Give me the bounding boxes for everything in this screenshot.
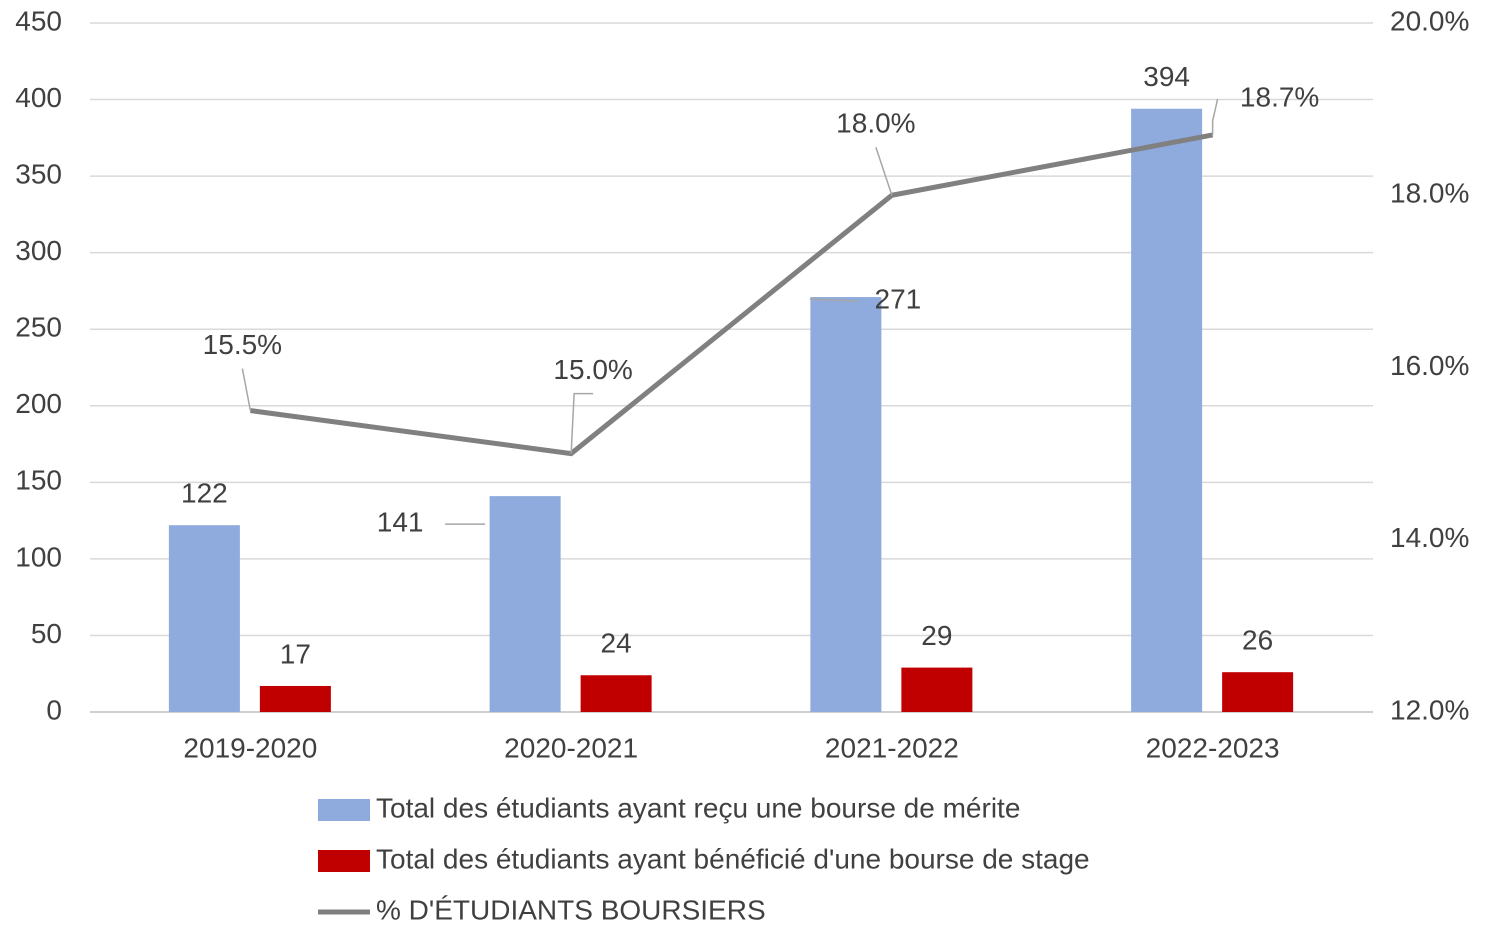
bar bbox=[259, 685, 331, 712]
data-label: 15.0% bbox=[553, 354, 632, 385]
legend-swatch bbox=[318, 799, 370, 821]
bar bbox=[489, 496, 561, 712]
data-label: 18.0% bbox=[836, 108, 915, 139]
y-tick-label: 450 bbox=[15, 5, 62, 36]
data-label: 141 bbox=[377, 507, 424, 538]
leader-line bbox=[809, 298, 858, 302]
data-label: 18.7% bbox=[1240, 81, 1319, 112]
x-tick-label: 2020-2021 bbox=[504, 732, 638, 763]
y2-tick-label: 16.0% bbox=[1390, 350, 1469, 381]
x-tick-label: 2019-2020 bbox=[183, 732, 317, 763]
y-tick-label: 350 bbox=[15, 159, 62, 190]
y2-tick-label: 20.0% bbox=[1390, 5, 1469, 36]
leader-line bbox=[875, 147, 893, 196]
data-label: 394 bbox=[1143, 61, 1190, 92]
y-tick-label: 50 bbox=[31, 618, 62, 649]
bar bbox=[810, 297, 882, 712]
y-tick-label: 250 bbox=[15, 312, 62, 343]
bar bbox=[1131, 108, 1203, 712]
bar bbox=[901, 667, 973, 712]
legend-label: % D'ÉTUDIANTS BOURSIERS bbox=[376, 894, 766, 925]
y-tick-label: 400 bbox=[15, 82, 62, 113]
legend-label: Total des étudiants ayant bénéficié d'un… bbox=[376, 843, 1090, 874]
data-label: 122 bbox=[181, 478, 228, 509]
data-label: 29 bbox=[921, 620, 952, 651]
leader-line bbox=[570, 392, 594, 454]
y2-tick-label: 14.0% bbox=[1390, 522, 1469, 553]
y-tick-label: 300 bbox=[15, 235, 62, 266]
y-tick-label: 0 bbox=[46, 694, 62, 725]
x-tick-label: 2022-2023 bbox=[1146, 732, 1280, 763]
line bbox=[250, 132, 1214, 457]
data-label: 24 bbox=[601, 628, 632, 659]
x-tick-label: 2021-2022 bbox=[825, 732, 959, 763]
y2-tick-label: 18.0% bbox=[1390, 178, 1469, 209]
leader-line bbox=[1211, 98, 1219, 135]
bar bbox=[580, 675, 652, 712]
legend-label: Total des étudiants ayant reçu une bours… bbox=[376, 792, 1020, 823]
bar bbox=[168, 525, 240, 712]
y2-tick-label: 12.0% bbox=[1390, 694, 1469, 725]
data-label: 26 bbox=[1242, 625, 1273, 656]
legend-swatch bbox=[318, 850, 370, 872]
y-tick-label: 100 bbox=[15, 541, 62, 572]
y-tick-label: 150 bbox=[15, 465, 62, 496]
data-label: 15.5% bbox=[203, 329, 282, 360]
data-label: 17 bbox=[280, 638, 311, 669]
data-label: 271 bbox=[875, 283, 922, 314]
bar bbox=[1222, 672, 1294, 712]
y-tick-label: 200 bbox=[15, 388, 62, 419]
leader-line bbox=[241, 368, 252, 411]
